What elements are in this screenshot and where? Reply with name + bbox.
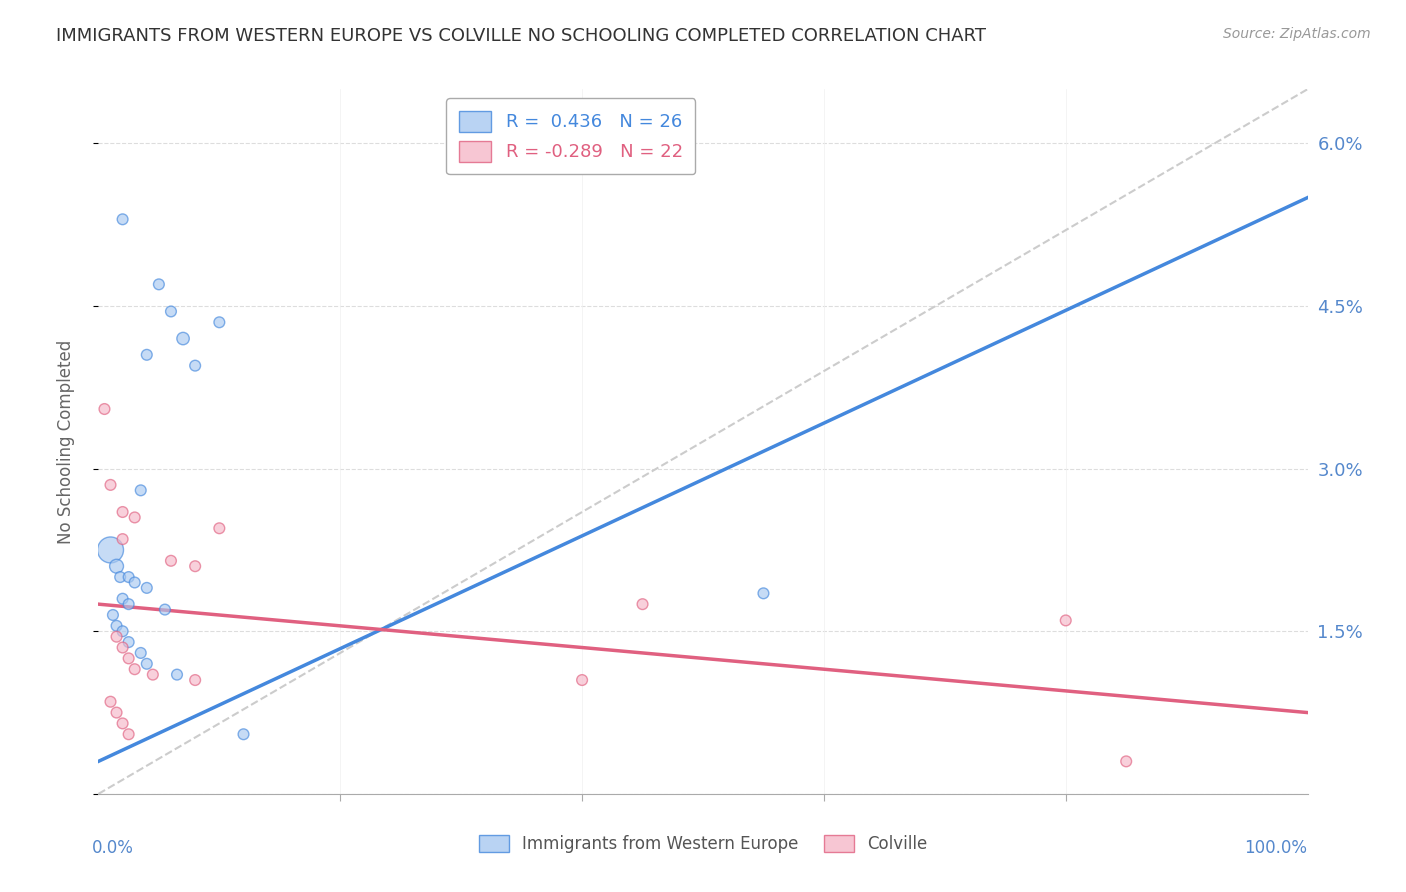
Point: [184, 359, 207, 373]
Point: [118, 635, 141, 649]
Point: [571, 673, 593, 687]
Point: [111, 716, 134, 731]
Text: Source: ZipAtlas.com: Source: ZipAtlas.com: [1223, 27, 1371, 41]
Point: [105, 559, 128, 574]
Text: IMMIGRANTS FROM WESTERN EUROPE VS COLVILLE NO SCHOOLING COMPLETED CORRELATION CH: IMMIGRANTS FROM WESTERN EUROPE VS COLVIL…: [56, 27, 986, 45]
Point: [100, 695, 122, 709]
Point: [93, 402, 115, 417]
Y-axis label: No Schooling Completed: No Schooling Completed: [56, 340, 75, 543]
Point: [208, 315, 231, 329]
Point: [166, 667, 188, 681]
Point: [135, 581, 157, 595]
Point: [184, 673, 207, 687]
Point: [208, 521, 231, 535]
Point: [129, 483, 152, 498]
Point: [1054, 614, 1077, 628]
Point: [124, 575, 146, 590]
Point: [752, 586, 775, 600]
Point: [153, 602, 176, 616]
Point: [111, 532, 134, 546]
Point: [118, 651, 141, 665]
Point: [111, 640, 134, 655]
Point: [101, 607, 124, 622]
Point: [129, 646, 152, 660]
Point: [232, 727, 254, 741]
Point: [631, 597, 654, 611]
Text: 100.0%: 100.0%: [1244, 839, 1308, 857]
Point: [184, 559, 207, 574]
Point: [135, 657, 157, 671]
Point: [142, 667, 165, 681]
Point: [105, 706, 128, 720]
Point: [118, 727, 141, 741]
Point: [118, 597, 141, 611]
Point: [118, 570, 141, 584]
Point: [1115, 755, 1137, 769]
Point: [111, 505, 134, 519]
Point: [160, 304, 183, 318]
Point: [111, 591, 134, 606]
Point: [105, 630, 128, 644]
Text: 0.0%: 0.0%: [93, 839, 134, 857]
Point: [100, 478, 122, 492]
Point: [100, 543, 122, 558]
Legend: Immigrants from Western Europe, Colville: Immigrants from Western Europe, Colville: [468, 825, 938, 863]
Point: [135, 348, 157, 362]
Point: [148, 277, 170, 292]
Point: [111, 212, 134, 227]
Point: [172, 332, 194, 346]
Point: [160, 554, 183, 568]
Point: [108, 570, 131, 584]
Point: [111, 624, 134, 639]
Point: [124, 510, 146, 524]
Point: [105, 619, 128, 633]
Point: [124, 662, 146, 676]
